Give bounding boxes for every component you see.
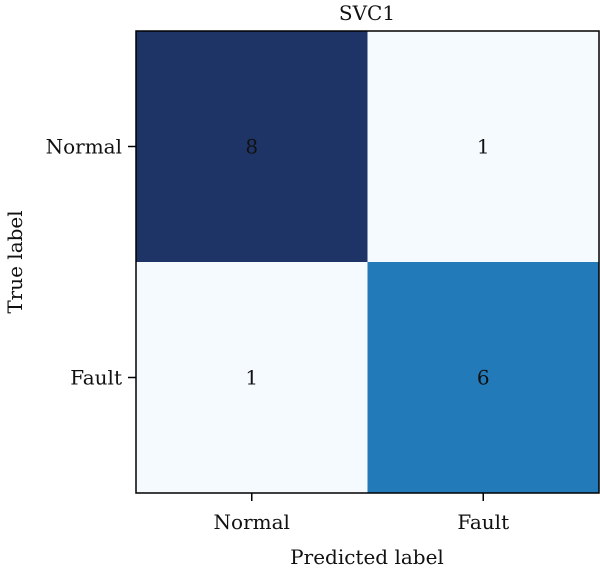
y-tick-label: Fault [70,366,122,390]
x-tick-label: Normal [214,510,290,534]
cell-value-label: 8 [245,135,258,159]
heatmap-cells [136,31,599,493]
heatmap-cell [367,31,599,262]
y-axis-label: True label [3,210,27,313]
x-tick-label: Fault [457,510,509,534]
heatmap-cell [136,262,368,493]
cell-value-label: 6 [477,366,490,390]
x-axis-label: Predicted label [290,545,444,569]
plot-frame [135,30,600,494]
chart-title: SVC1 [339,1,395,25]
axis-ticks [128,145,484,501]
cell-value-label: 1 [245,366,258,390]
heatmap-cell [367,262,599,493]
cell-value-label: 1 [477,135,490,159]
y-tick-label: Normal [46,135,122,159]
cell-value-labels: 8 1 1 6 [245,135,489,390]
heatmap-cell [136,31,368,262]
axis-tick-labels: Normal Fault Normal Fault [46,135,510,535]
